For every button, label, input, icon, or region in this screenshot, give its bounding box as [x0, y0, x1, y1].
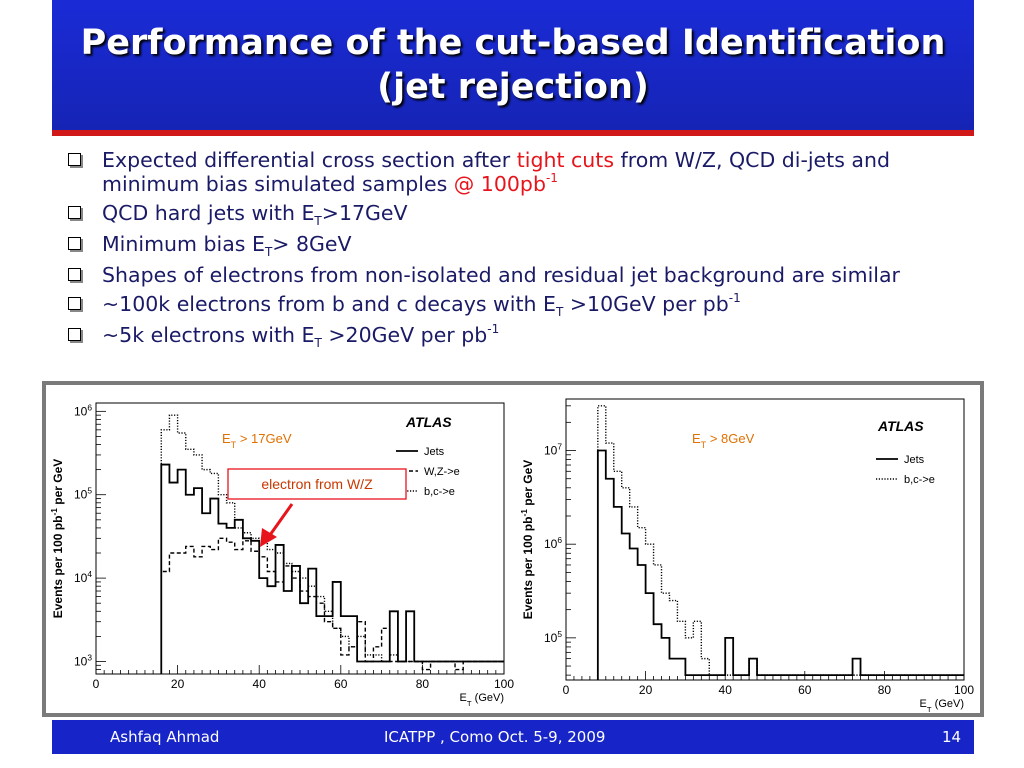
- bullet-text: ~100k electrons from b and c decays with…: [102, 292, 557, 317]
- bullet-text: from W/Z, QCD di-jets and minimum bias s…: [102, 148, 890, 196]
- atlas-label: ATLAS: [405, 414, 452, 430]
- x-tick-label: 80: [416, 677, 430, 691]
- y-tick-label: 107: [544, 442, 562, 458]
- y-axis-label: Events per 100 pb-1 per GeV: [519, 460, 535, 620]
- plot-frame: [95, 402, 505, 675]
- y-tick-label: 104: [74, 569, 92, 585]
- bullet-text: Minimum bias E: [102, 232, 265, 257]
- superscript: -1: [728, 291, 741, 306]
- checkbox-bullet-icon: [68, 237, 81, 251]
- checkbox-bullet-icon: [68, 153, 81, 166]
- checkbox-bullet-icon: [68, 268, 81, 282]
- x-tick-label: 60: [334, 677, 348, 691]
- cut-label: ET > 8GeV: [692, 431, 755, 450]
- checkbox-bullet-icon: [68, 297, 81, 311]
- x-axis-label: ET (GeV): [920, 698, 964, 713]
- plots-svg: 0 20 40 60 80 100 103 104 105 106 ET (GeV) Events p…: [49, 398, 974, 714]
- bullet-text: Expected differential cross section afte…: [102, 148, 517, 172]
- subscript: T: [314, 214, 322, 229]
- y-axis-label: Events per 100 pb-1 per GeV: [49, 459, 65, 619]
- bullet-item: Minimum bias ET> 8GeV: [66, 232, 971, 258]
- x-axis-label: ET (GeV): [460, 692, 504, 708]
- y-tick-label: 106: [544, 535, 562, 551]
- bullet-list: Expected differential cross section afte…: [66, 148, 971, 354]
- highlight-text: tight cuts: [516, 148, 615, 172]
- highlight-text: @ 100pb: [453, 172, 546, 196]
- bullet-item: ~5k electrons with ET >20GeV per pb-1: [66, 323, 971, 349]
- title-line-2: (jet rejection): [377, 67, 649, 107]
- bullet-text: Shapes of electrons from non-isolated an…: [102, 263, 900, 288]
- x-tick-label: 40: [719, 683, 733, 697]
- y-tick-label: 103: [74, 652, 92, 668]
- legend-label: b,c->e: [424, 486, 455, 498]
- bullet-text: >20GeV per pb: [321, 323, 488, 348]
- x-tick-label: 20: [171, 677, 185, 691]
- legend-label: Jets: [904, 454, 925, 466]
- y-tick-label: 105: [74, 486, 92, 502]
- checkbox-bullet-icon: [68, 328, 81, 342]
- y-tick-label: 105: [544, 629, 562, 645]
- chart-2: 0 20 40 60 80 100 105 106 107 ET (GeV) Events per …: [519, 398, 974, 714]
- bullet-text: >17GeV: [321, 201, 408, 225]
- superscript: -1: [545, 171, 558, 185]
- footer-author: Ashfaq Ahmad: [110, 728, 220, 746]
- subscript: T: [556, 305, 564, 320]
- x-tick-label: 40: [253, 677, 267, 691]
- x-tick-label: 60: [798, 683, 812, 697]
- x-tick-label: 100: [494, 677, 514, 691]
- series-b-c-e: [597, 405, 964, 680]
- bullet-item: Expected differential cross section afte…: [66, 148, 971, 196]
- footer-conference: ICATPP , Como Oct. 5-9, 2009: [384, 728, 606, 746]
- cut-label: ET > 17GeV: [222, 431, 292, 450]
- bullet-item: Shapes of electrons from non-isolated an…: [66, 263, 971, 287]
- legend-label: Jets: [424, 446, 445, 458]
- checkbox-bullet-icon: [68, 206, 81, 219]
- bullet-text: QCD hard jets with E: [102, 201, 315, 225]
- atlas-label: ATLAS: [877, 418, 924, 434]
- x-tick-label: 0: [93, 677, 100, 691]
- plot-frame: [565, 398, 965, 681]
- bullet-text: >10GeV per pb: [563, 292, 729, 317]
- annotation-text: electron from W/Z: [261, 476, 373, 492]
- subscript: T: [314, 336, 322, 351]
- y-tick-label: 106: [74, 402, 92, 418]
- annotation-box: [227, 468, 407, 500]
- x-tick-label: 80: [878, 683, 892, 697]
- annotation-arrowhead: [260, 528, 277, 547]
- plots-panel: 0 20 40 60 80 100 103 104 105 106 ET (GeV) Events p…: [42, 381, 984, 717]
- series-jets: [596, 449, 964, 680]
- subscript: T: [264, 245, 273, 260]
- series-b-c-e: [160, 414, 504, 674]
- bullet-text: > 8GeV: [272, 232, 352, 257]
- x-tick-label: 20: [639, 683, 653, 697]
- superscript: -1: [487, 322, 500, 337]
- annotation-arrow: [268, 503, 294, 536]
- title-line-1: Performance of the cut-based Identificat…: [80, 23, 946, 63]
- footer-page-number: 14: [942, 728, 962, 746]
- legend-label: W,Z->e: [424, 466, 460, 478]
- slide-title: Performance of the cut-based Identificat…: [81, 21, 946, 109]
- legend-label: b,c->e: [904, 474, 935, 486]
- bullet-item: ~100k electrons from b and c decays with…: [66, 292, 971, 318]
- bullet-text: ~5k electrons with E: [102, 323, 315, 348]
- x-tick-label: 0: [563, 683, 570, 697]
- series-w-z-e: [160, 537, 504, 674]
- chart-1: 0 20 40 60 80 100 103 104 105 106 ET (GeV) Events p…: [49, 402, 514, 707]
- bullet-item: QCD hard jets with ET>17GeV: [66, 201, 971, 227]
- footer-bar: Ashfaq Ahmad ICATPP , Como Oct. 5-9, 200…: [52, 720, 974, 754]
- title-bar: Performance of the cut-based Identificat…: [52, 0, 974, 136]
- x-tick-label: 100: [954, 683, 974, 697]
